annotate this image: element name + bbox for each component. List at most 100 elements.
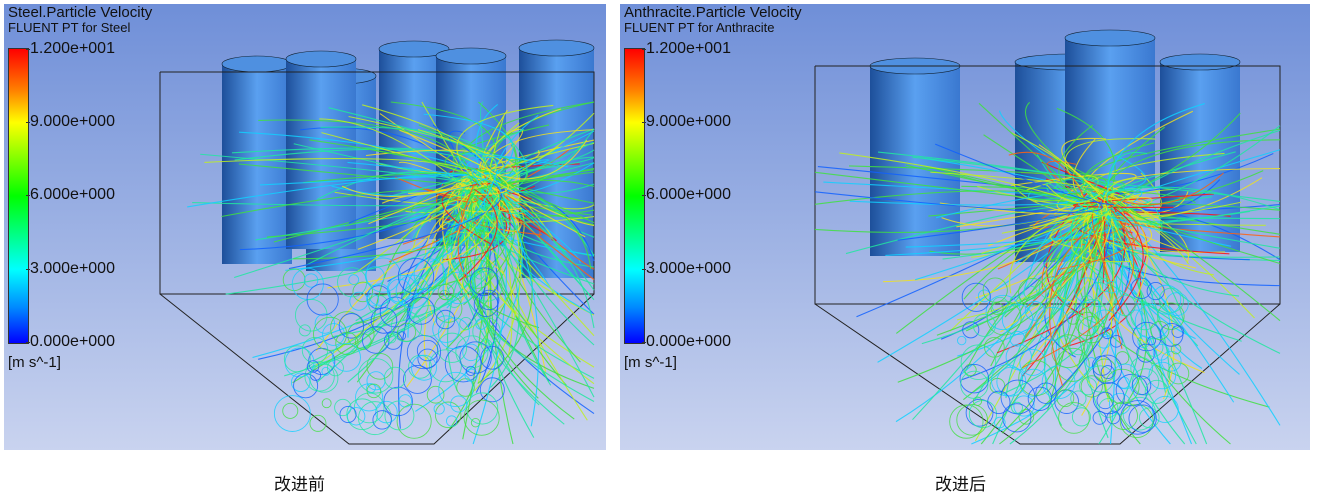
particle-loop (450, 395, 468, 413)
particle-track (429, 171, 486, 263)
particle-loop (1091, 309, 1119, 337)
particle-track (328, 107, 498, 175)
anthracite-particle-tracks-render (814, 29, 1281, 445)
particle-track (1049, 218, 1107, 386)
particle-loop (434, 401, 462, 429)
particle-track (492, 174, 540, 427)
particle-track (1091, 212, 1124, 315)
cylinder-top (221, 55, 293, 73)
particle-track (1020, 208, 1096, 345)
particle-loop (1128, 404, 1157, 433)
particle-track (362, 104, 492, 185)
particle-track (493, 186, 595, 301)
particle-loop (1167, 362, 1190, 385)
particle-loop (1101, 327, 1114, 340)
particle-loop (426, 385, 445, 404)
particle-track (470, 193, 539, 339)
particle-track (1080, 183, 1281, 202)
cylinder-top (1064, 29, 1156, 47)
particle-track (1044, 190, 1106, 356)
particle-track (470, 198, 595, 337)
particle-loop (462, 259, 493, 289)
particle-loop (459, 317, 473, 331)
particle-loop (372, 410, 392, 430)
particle-loop (1092, 410, 1107, 425)
legend-tick: 0.000e+000 (642, 333, 731, 350)
particle-loop (397, 257, 435, 295)
particle-loop (1165, 292, 1189, 316)
particle-loop (1134, 303, 1171, 340)
particle-loop (949, 404, 984, 439)
particle-loop (991, 296, 1009, 314)
particle-loop (383, 366, 407, 389)
hopper-outline (159, 293, 595, 445)
particle-loop (322, 323, 345, 346)
particle-track (478, 186, 520, 388)
particle-track (912, 204, 1090, 421)
legend-tick: 9.000e+000 (26, 113, 115, 130)
particle-loop (438, 371, 474, 407)
particle-track (327, 174, 501, 289)
particle-loop (436, 332, 468, 363)
particle-loop (1009, 330, 1026, 347)
particle-track (1094, 186, 1280, 211)
panel-title: Steel.Particle Velocity (8, 4, 153, 21)
particle-track (381, 187, 481, 204)
particle-loop (957, 335, 967, 346)
particle-loop (313, 316, 348, 351)
particle-loop (1105, 280, 1118, 294)
particle-loop (1158, 287, 1184, 313)
particle-track (885, 215, 1110, 256)
particle-track (1100, 213, 1214, 276)
particle-track (477, 169, 595, 227)
particle-loop (1000, 379, 1036, 415)
particle-loop (293, 373, 319, 399)
legend-tick: 6.000e+000 (642, 186, 731, 203)
legend-tick: 3.000e+000 (26, 260, 115, 277)
particle-loop (480, 339, 493, 351)
particle-loop (1024, 300, 1045, 321)
particle-loop (1086, 365, 1114, 393)
particle-track (466, 156, 569, 197)
particle-track (961, 207, 1113, 381)
particle-loop (1151, 284, 1182, 315)
cylinder (1065, 38, 1155, 188)
particle-track (1109, 192, 1148, 303)
particle-loop (1130, 302, 1159, 331)
particle-loop (994, 416, 1006, 429)
particle-loop (309, 414, 327, 432)
particle-track (1070, 196, 1242, 342)
particle-track (1029, 212, 1095, 227)
particle-loop (346, 407, 366, 426)
particle-loop (1106, 410, 1121, 425)
particle-loop (375, 400, 398, 424)
particle-loop (968, 400, 998, 429)
particle-loop (455, 335, 489, 369)
particle-loop (432, 315, 460, 343)
color-legend-bar (8, 48, 29, 344)
particle-loop (447, 293, 462, 308)
particle-track (912, 156, 1125, 193)
particle-loop (984, 336, 1005, 358)
particle-track (460, 171, 511, 245)
color-legend-bar (624, 48, 645, 344)
caption-before: 改进前 (274, 475, 325, 495)
particle-track (1058, 124, 1100, 211)
particle-loop (357, 358, 394, 394)
particle-loop (1002, 403, 1032, 433)
particle-loop (1035, 306, 1070, 341)
particle-loop (463, 399, 500, 436)
particle-track (477, 179, 595, 190)
particle-loop (1005, 343, 1032, 371)
particle-track (347, 161, 497, 188)
particle-loop (1011, 401, 1023, 414)
particle-track (480, 197, 540, 406)
particle-loop (1019, 348, 1047, 376)
particle-track (1014, 218, 1093, 265)
particle-track (1100, 129, 1281, 218)
particle-loop (470, 417, 481, 428)
particle-track (1100, 197, 1136, 275)
particle-loop (1027, 386, 1053, 411)
particle-loop (1157, 302, 1185, 330)
particle-loop (337, 267, 368, 298)
